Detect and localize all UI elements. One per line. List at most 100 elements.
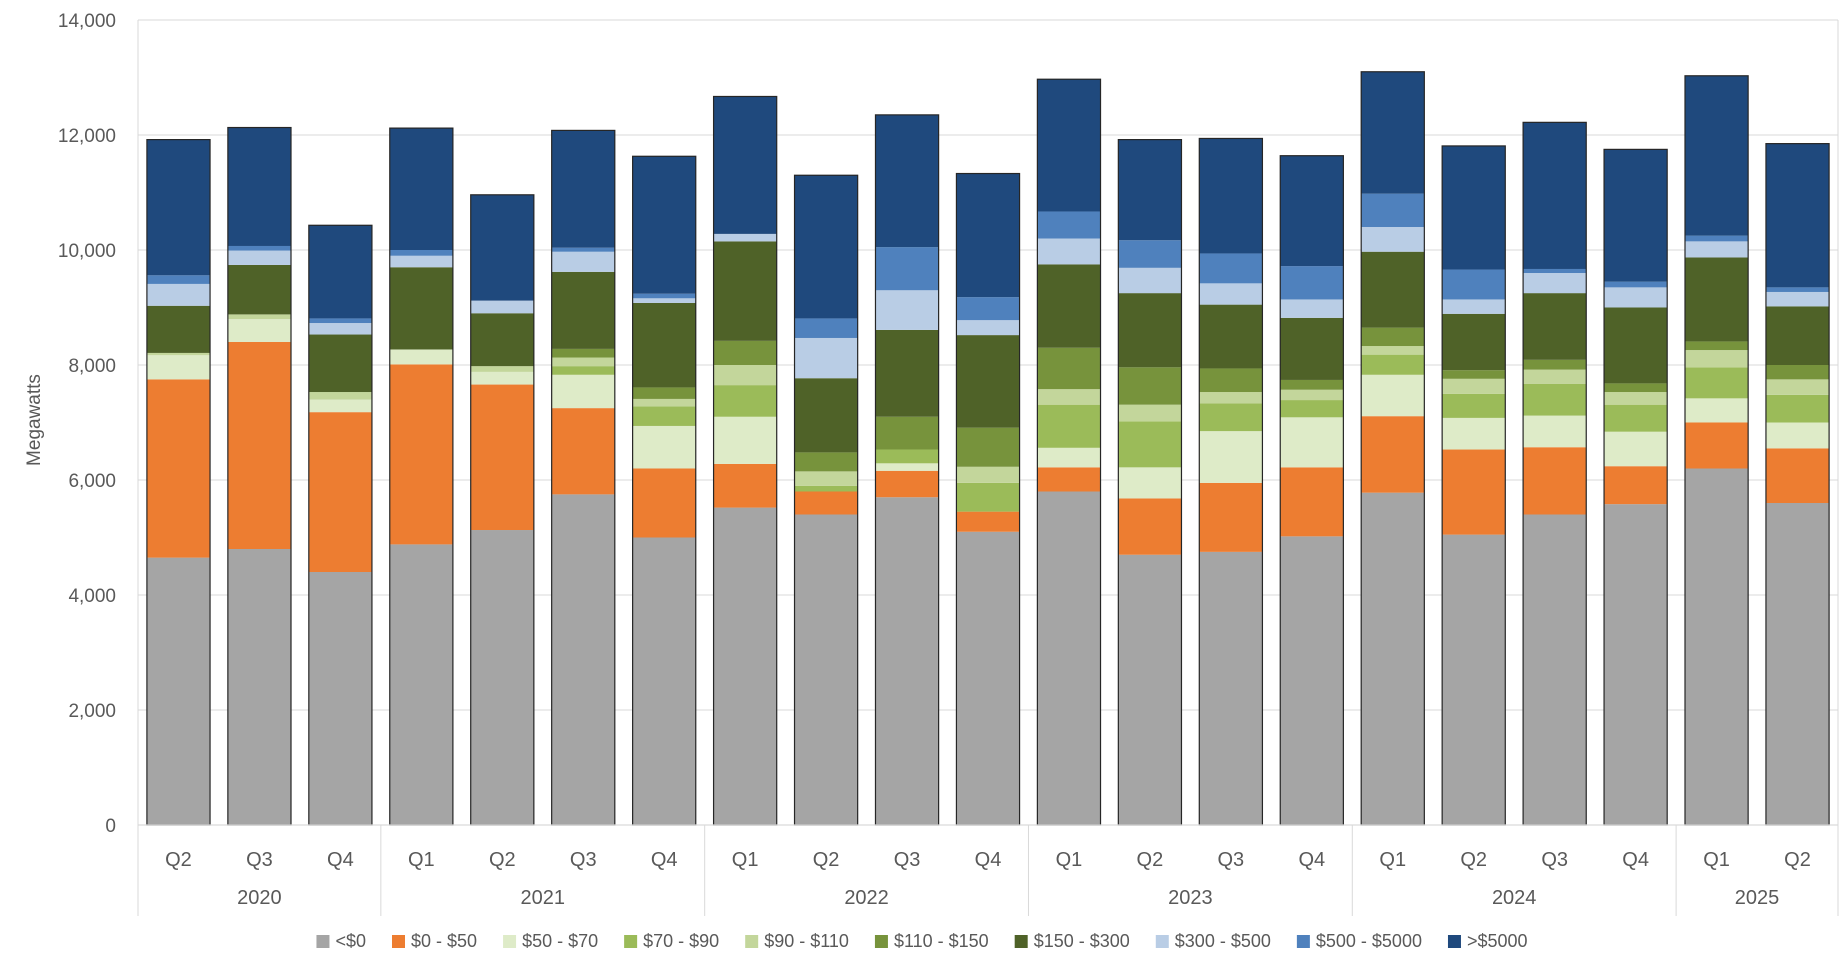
legend-label: >$5000 xyxy=(1467,931,1528,951)
bar-segment xyxy=(146,557,211,825)
y-tick-label: 12,000 xyxy=(58,126,116,147)
bar-segment xyxy=(1037,347,1101,390)
bar-segment xyxy=(227,342,291,549)
bar-segment xyxy=(1765,394,1830,423)
y-tick-label: 4,000 xyxy=(68,586,116,607)
bar-segment xyxy=(713,463,777,508)
bar-segment xyxy=(1442,393,1506,418)
y-tick-label: 14,000 xyxy=(58,11,116,32)
bar-segment xyxy=(1037,404,1101,448)
bar-segment xyxy=(1685,367,1749,399)
bar-segment xyxy=(1604,383,1668,393)
legend-label: <$0 xyxy=(335,931,366,951)
bar-segment xyxy=(1118,498,1182,555)
bar-segment xyxy=(1037,211,1101,239)
bar-segment xyxy=(1604,281,1668,288)
x-tick-label: Q4 xyxy=(1622,849,1649,871)
bar-segment xyxy=(956,335,1020,428)
bar-segment xyxy=(308,323,372,335)
bar-segment xyxy=(227,549,291,825)
bar-segment xyxy=(1361,416,1425,493)
year-label: 2021 xyxy=(521,887,566,909)
legend-swatch xyxy=(316,935,330,948)
bar-segment xyxy=(1361,193,1425,227)
legend-swatch xyxy=(1155,935,1169,948)
bar-segment xyxy=(1037,264,1101,348)
bar-segment xyxy=(470,313,534,367)
bar-segment xyxy=(1442,417,1506,450)
bar-segment xyxy=(551,366,615,375)
legend-item: $50 - $70 xyxy=(503,931,598,951)
x-tick-label: Q1 xyxy=(732,849,759,871)
x-tick-label: Q3 xyxy=(1541,849,1568,871)
bar-segment xyxy=(389,255,453,268)
bars xyxy=(146,71,1830,826)
bar-segment xyxy=(551,348,615,358)
legend-item: $110 - $150 xyxy=(874,931,989,951)
bar-segment xyxy=(1361,227,1425,252)
bar-segment xyxy=(1765,287,1830,292)
bar-segment xyxy=(875,463,939,471)
bar-segment xyxy=(1685,341,1749,351)
bar-segment xyxy=(1685,422,1749,469)
bar-segment xyxy=(1765,291,1830,307)
bar-segment xyxy=(1765,379,1830,395)
bar-segment xyxy=(1118,267,1182,294)
bar-segment xyxy=(713,241,777,341)
bar-segment xyxy=(794,471,858,486)
bar-segment xyxy=(713,365,777,386)
year-label: 2023 xyxy=(1168,887,1213,909)
bar-segment xyxy=(1442,313,1506,371)
bar-segment xyxy=(551,130,615,248)
bar-segment xyxy=(308,399,372,413)
bar-segment xyxy=(713,96,777,234)
bar-segment xyxy=(1280,417,1344,468)
bar-segment xyxy=(551,247,615,252)
bar-segment xyxy=(227,319,291,342)
x-tick-label: Q2 xyxy=(165,849,192,871)
bar-segment xyxy=(632,298,696,303)
bar-segment xyxy=(1280,299,1344,318)
bar-segment xyxy=(551,251,615,272)
bar-segment xyxy=(1118,554,1182,825)
legend-swatch xyxy=(1014,935,1028,948)
y-axis: 0 2,000 4,000 6,000 8,000 10,000 12,000 14,000 xyxy=(58,11,116,837)
bar-segment xyxy=(1523,415,1587,448)
bar-segment xyxy=(1604,404,1668,432)
x-tick-label: Q3 xyxy=(894,849,921,871)
bar-segment xyxy=(1765,365,1830,380)
bar-segment xyxy=(1199,138,1263,254)
bar-segment xyxy=(1199,482,1263,552)
y-tick-label: 6,000 xyxy=(68,471,116,492)
bar-segment xyxy=(1280,400,1344,418)
x-tick-label: Q1 xyxy=(1703,849,1730,871)
bar-segment xyxy=(1037,238,1101,265)
bar-segment xyxy=(632,293,696,299)
x-tick-label: Q2 xyxy=(1137,849,1164,871)
x-axis: Q2 Q3 Q4 Q1 Q2 Q3 Q4 Q1 Q2 Q3 Q4 Q1 Q2 Q3 Q4 Q1 Q2 Q3 Q4 Q1… xyxy=(137,824,1839,916)
bar-segment xyxy=(632,387,696,399)
bar-segment xyxy=(146,139,211,276)
bar-segment xyxy=(1361,251,1425,328)
bar-segment xyxy=(1442,378,1506,394)
bar-segment xyxy=(1523,293,1587,360)
bar-segment xyxy=(1685,235,1749,242)
bar-segment xyxy=(875,329,939,417)
bar-segment xyxy=(956,511,1020,532)
bar-segment xyxy=(227,250,291,265)
bar-segment xyxy=(308,572,372,825)
legend-item: $90 - $110 xyxy=(745,931,849,951)
bar-segment xyxy=(551,271,615,349)
x-tick-label: Q4 xyxy=(1298,849,1325,871)
bar-segment xyxy=(1118,467,1182,499)
legend-item: $150 - $300 xyxy=(1014,931,1130,951)
bar-segment xyxy=(1037,447,1101,468)
bar-segment xyxy=(1118,367,1182,405)
bar-segment xyxy=(1523,268,1587,273)
bar-segment xyxy=(1037,467,1101,492)
legend: <$0 $0 - $50 $50 - $70 $70 - $90 $90 - $110 $… xyxy=(316,931,1528,951)
bar-segment xyxy=(632,425,696,469)
bar-segment xyxy=(875,470,939,498)
x-tick-label: Q1 xyxy=(1379,849,1406,871)
bar-segment xyxy=(146,275,211,284)
